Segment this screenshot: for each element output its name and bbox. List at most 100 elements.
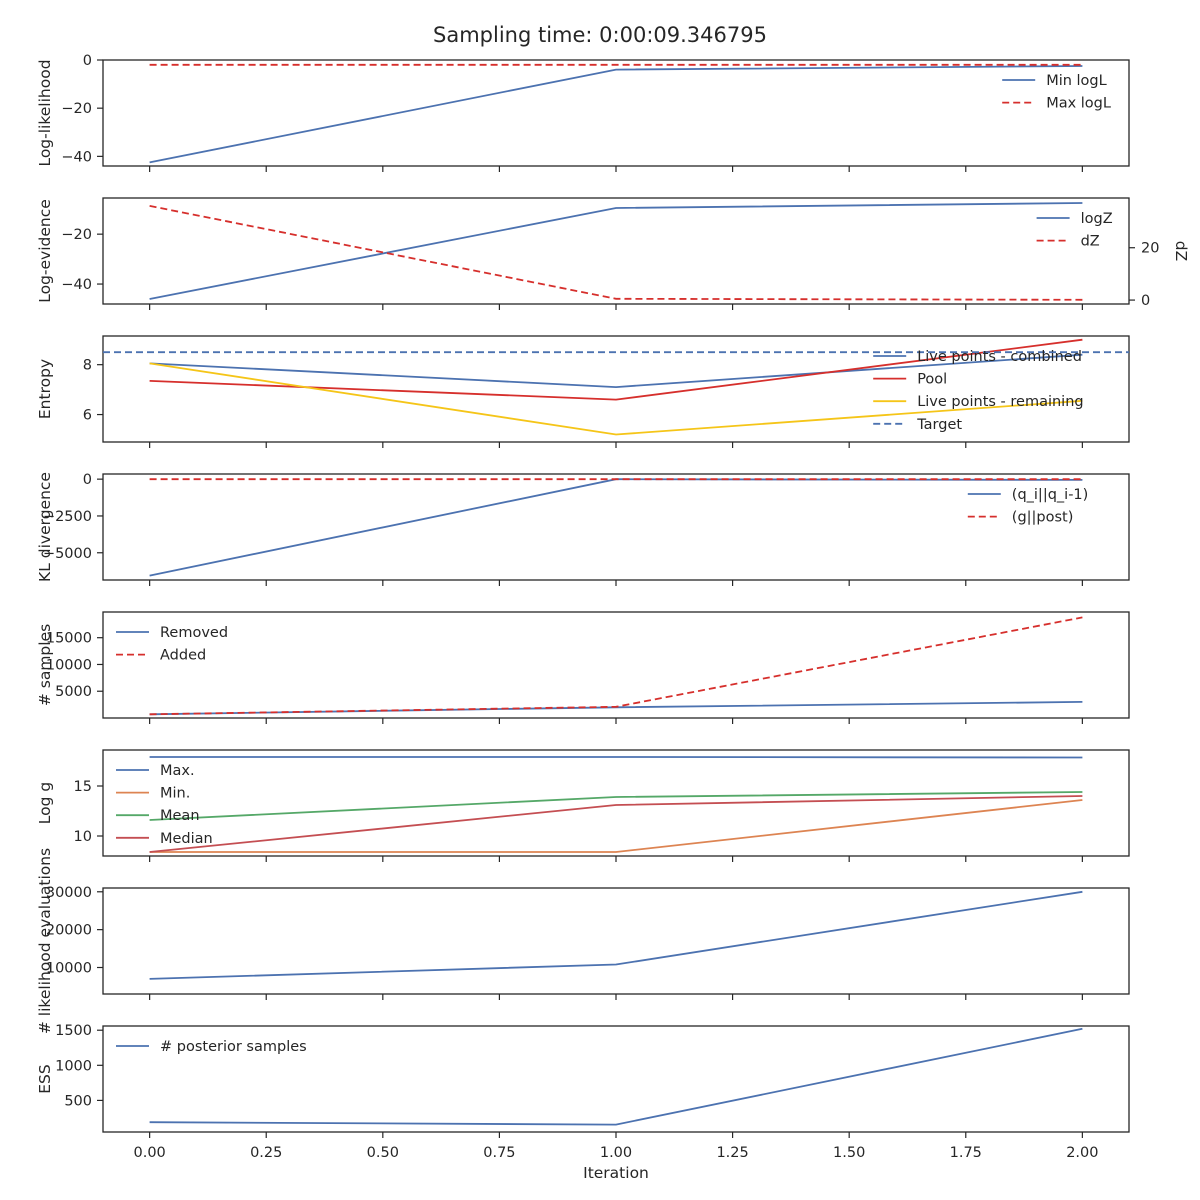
legend-label: Removed [160,625,228,641]
series-line-dz [149,205,1083,301]
x-tick-label: 0.00 [133,1145,165,1161]
y-axis-label: # samples [36,624,54,706]
legend-label: Live points - combined [917,349,1082,365]
y-tick-label: 30000 [46,885,92,901]
y2-tick-label: 20 [1141,241,1159,257]
plot-area [103,338,1129,436]
axes-frame [102,197,1130,305]
y2-axis-label: dZ [1172,241,1190,261]
y-axis-label: Entropy [36,359,54,419]
y-axis-label: KL divergence [36,472,54,582]
y-tick-label: 1500 [55,1023,92,1039]
axes-frame [102,749,1130,857]
x-tick-label: 1.25 [716,1145,748,1161]
series-line-median [149,795,1083,853]
legend: # posterior samples [116,1039,307,1055]
panel-5: 15000 10000 5000# samples Removed Added [36,611,1130,724]
series-line-logz [149,202,1083,300]
legend: (q_i||q_i-1) (g||post) [967,487,1089,526]
plot-area [149,616,1083,716]
legend-label: Median [160,831,213,847]
plot-area [149,478,1083,577]
series-line-max [149,756,1083,759]
y-tick-label: 10000 [46,961,92,977]
y-tick-label: −20 [61,101,92,117]
axes-frame [102,59,1130,167]
axes-frame [102,611,1130,719]
y-tick-label: −2500 [43,509,92,525]
plot-area [149,63,1083,164]
y-axis-label: Log-likelihood [36,59,54,166]
series-line-added [149,616,1083,716]
series-line-live-points-combined [149,353,1083,389]
y-tick-label: −20 [61,227,92,243]
legend-label: Pool [917,372,947,388]
x-tick-label: 0.50 [367,1145,399,1161]
series-line-min-logl [149,65,1083,164]
legend: Live points - combined Pool Live points - … [873,349,1084,433]
panel-6: 15 10 Log g Max. Min. Mean Median [36,749,1130,862]
plot-area [149,1027,1083,1126]
x-tick-label: 1.00 [600,1145,632,1161]
legend-label: Max logL [1046,96,1111,112]
x-tick-label: 2.00 [1066,1145,1098,1161]
panel-1: 0 −20 −40 Log-likelihood Min logL Max logL [36,53,1130,172]
legend: Min logL Max logL [1002,73,1111,112]
y-tick-label: 5000 [55,684,92,700]
legend-label: Max. [160,763,195,779]
x-tick-label: 0.25 [250,1145,282,1161]
series-line-q-i-q-i-1 [149,478,1083,577]
legend-label: (g||post) [1012,510,1074,526]
y-tick-label: 0 [83,472,92,488]
legend-label: Target [916,417,962,433]
legend-label: Mean [160,808,200,824]
plot-area [149,756,1083,853]
series-line-min [149,799,1083,853]
y-tick-label: −5000 [43,546,92,562]
y-tick-label: 15000 [46,631,92,647]
chart-panels: 0 −20 −40 Log-likelihood Min logL Max logL −20… [36,53,1190,1182]
y-tick-label: 20000 [46,923,92,939]
series-line-mean [149,791,1083,821]
x-tick-label: 0.75 [483,1145,515,1161]
y-tick-label: 0 [83,53,92,69]
legend: logZ dZ [1036,211,1113,250]
legend-label: Min logL [1046,73,1107,89]
y-axis-label: # likelihood evaluations [36,848,54,1034]
y-tick-label: 500 [64,1093,92,1109]
legend: Removed Added [116,625,228,664]
axes-frame [102,887,1130,995]
legend: Max. Min. Mean Median [116,763,213,847]
y-tick-label: 6 [83,408,92,424]
panel-2: −20 −40 Log-evidence 0 20 dZ logZ dZ [36,197,1190,310]
legend-label: # posterior samples [160,1039,307,1055]
legend-label: Added [160,648,206,664]
legend-label: logZ [1081,211,1113,227]
series-line-posterior-samples [149,1027,1083,1126]
x-tick-label: 1.75 [950,1145,982,1161]
series-line-removed [149,701,1083,716]
x-axis-label: Iteration [583,1164,649,1182]
y-tick-label: 8 [83,358,92,374]
legend-label: dZ [1081,234,1100,250]
legend-label: (q_i||q_i-1) [1012,487,1089,503]
y-axis-label: Log g [36,782,54,824]
y-tick-label: −40 [61,149,92,165]
y-tick-label: 1000 [55,1058,92,1074]
y-tick-label: 10 [74,829,92,845]
panel-8: 1500 1000 500 ESS 0.00 0.25 0.50 0.75 1.00 1.25 1.… [36,1023,1130,1182]
y-axis-label: ESS [36,1064,54,1093]
plot-area [149,202,1083,301]
y-axis-label: Log-evidence [36,199,54,303]
series-line-1 [149,890,1083,980]
axes-frame [102,473,1130,581]
plot-area [149,890,1083,980]
y-tick-label: 10000 [46,657,92,673]
series-line-live-points-remaining [149,362,1083,436]
legend-label: Min. [160,786,190,802]
panel-7: 30000 20000 10000# likelihood evaluations [36,848,1130,1034]
y-tick-label: 15 [74,779,92,795]
